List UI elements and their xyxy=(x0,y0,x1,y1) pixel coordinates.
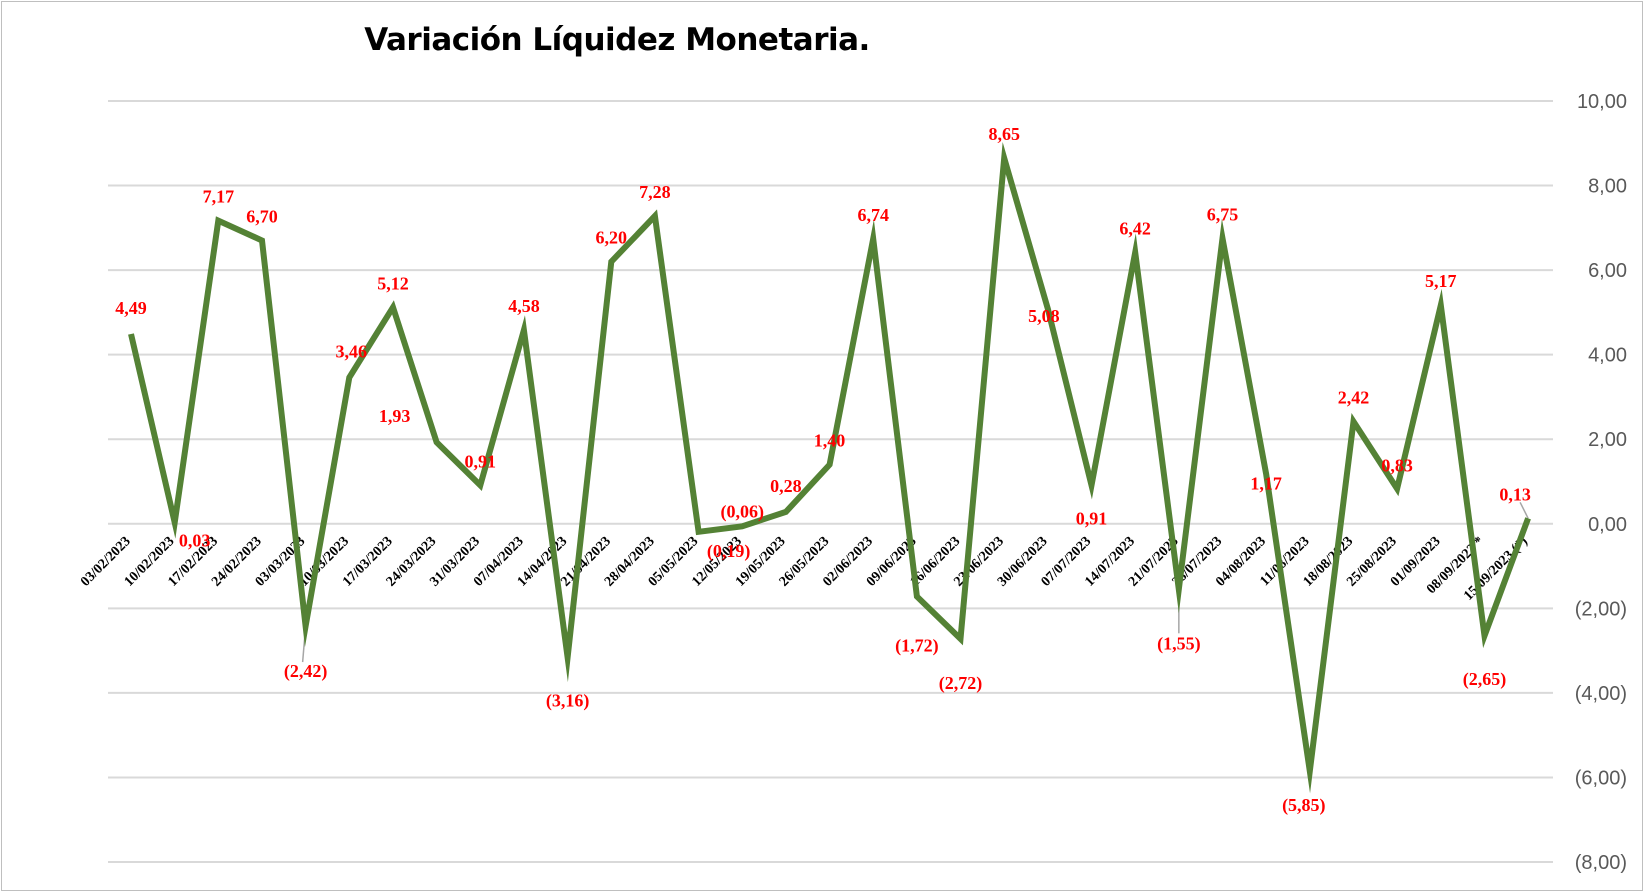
data-label: (2,42) xyxy=(284,661,328,682)
data-label: 0,91 xyxy=(465,451,497,471)
data-label: 0,28 xyxy=(770,476,802,496)
data-label: 7,17 xyxy=(203,187,235,207)
data-label: 0,03 xyxy=(179,531,211,551)
data-label: 1,93 xyxy=(379,406,411,426)
data-label: 3,46 xyxy=(336,341,368,361)
data-label: 6,42 xyxy=(1119,218,1151,238)
data-label: 6,74 xyxy=(857,205,889,225)
series-line xyxy=(128,141,1531,794)
data-label: 8,65 xyxy=(988,124,1020,144)
y-tick-label: 4,00 xyxy=(1588,345,1627,367)
data-label: (2,72) xyxy=(939,673,983,694)
series-line-path xyxy=(128,141,1531,794)
y-axis-ticks: 10,00 8,00 6,00 4,00 2,00 0,00 (2,00) (4,00) (6,… xyxy=(1575,91,1627,874)
y-tick-label: 2,00 xyxy=(1588,429,1627,451)
data-label: 4,49 xyxy=(115,298,147,318)
data-label: (3,16) xyxy=(546,690,590,711)
y-tick-label: (2,00) xyxy=(1575,598,1627,620)
data-label: (1,55) xyxy=(1157,633,1201,654)
data-label: 6,20 xyxy=(596,228,628,248)
data-label: 0,91 xyxy=(1076,508,1108,528)
y-tick-label: 0,00 xyxy=(1588,514,1627,536)
data-label: 0,13 xyxy=(1499,484,1531,504)
data-label: 1,17 xyxy=(1250,473,1282,493)
data-label: 4,58 xyxy=(508,296,540,316)
y-tick-label: 6,00 xyxy=(1588,260,1627,282)
data-label: (0,06) xyxy=(720,501,764,522)
y-tick-label: (8,00) xyxy=(1575,852,1627,874)
data-label: 7,28 xyxy=(639,182,671,202)
data-label: 6,70 xyxy=(246,207,278,227)
data-label: (0,19) xyxy=(707,541,751,562)
data-label: 0,83 xyxy=(1381,456,1413,476)
data-label: 2,42 xyxy=(1338,387,1370,407)
data-label: (2,65) xyxy=(1463,669,1507,690)
data-label: (5,85) xyxy=(1282,795,1326,816)
gridlines xyxy=(108,100,1553,863)
data-labels: 4,49 0,03 7,17 6,70 (2,42) 3,46 5,12 1,93 0,91 4,… xyxy=(115,124,1531,816)
data-label: 5,12 xyxy=(377,273,409,293)
y-tick-label: (4,00) xyxy=(1575,683,1627,705)
y-tick-label: 8,00 xyxy=(1588,176,1627,198)
data-label: 5,17 xyxy=(1425,271,1457,291)
y-tick-label: 10,00 xyxy=(1577,91,1627,113)
data-label: 5,08 xyxy=(1028,306,1060,326)
data-label: 6,75 xyxy=(1207,204,1239,224)
leader-line xyxy=(1519,501,1529,519)
data-label: 1,40 xyxy=(814,431,846,451)
data-label: (1,72) xyxy=(895,635,939,656)
chart-title: Variación Líquidez Monetaria. xyxy=(364,22,870,58)
y-tick-label: (6,00) xyxy=(1575,767,1627,789)
